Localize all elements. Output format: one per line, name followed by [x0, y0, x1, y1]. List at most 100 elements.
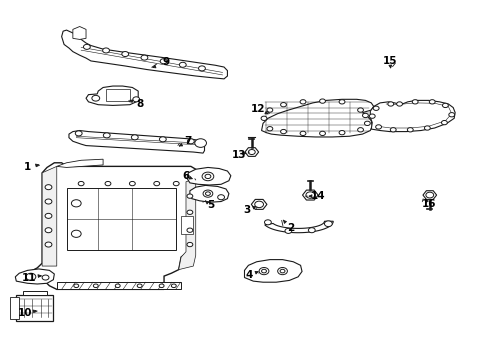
Polygon shape [27, 163, 198, 289]
Circle shape [285, 228, 291, 233]
Circle shape [71, 200, 81, 207]
Circle shape [45, 228, 52, 233]
Circle shape [424, 126, 429, 130]
Circle shape [198, 66, 205, 71]
Circle shape [102, 48, 109, 53]
Polygon shape [244, 148, 258, 156]
Circle shape [186, 228, 192, 232]
Polygon shape [73, 27, 86, 40]
Circle shape [204, 174, 210, 179]
Circle shape [26, 273, 36, 280]
Circle shape [411, 100, 417, 104]
Circle shape [300, 131, 305, 135]
Circle shape [92, 95, 100, 101]
Circle shape [186, 210, 192, 215]
Text: 4: 4 [245, 270, 253, 280]
Circle shape [160, 59, 167, 64]
Text: 11: 11 [21, 273, 36, 283]
Polygon shape [181, 216, 193, 234]
Text: 1: 1 [24, 162, 31, 172]
Polygon shape [244, 260, 302, 282]
Circle shape [305, 192, 314, 198]
Circle shape [338, 131, 344, 135]
Circle shape [319, 99, 325, 103]
Circle shape [448, 113, 454, 117]
Circle shape [45, 199, 52, 204]
Circle shape [308, 228, 315, 233]
Circle shape [83, 44, 90, 49]
Polygon shape [10, 297, 19, 319]
Circle shape [280, 103, 286, 107]
Circle shape [372, 106, 378, 111]
Circle shape [259, 267, 268, 275]
Circle shape [205, 192, 210, 195]
Circle shape [115, 284, 120, 288]
Polygon shape [86, 86, 138, 105]
Circle shape [194, 139, 206, 147]
Text: 14: 14 [310, 191, 325, 201]
Circle shape [254, 201, 263, 208]
Circle shape [425, 192, 433, 198]
Circle shape [187, 139, 194, 144]
Circle shape [129, 181, 135, 186]
Polygon shape [66, 188, 176, 250]
Text: 6: 6 [182, 171, 189, 181]
Polygon shape [15, 269, 54, 284]
Circle shape [442, 103, 447, 108]
Circle shape [441, 121, 447, 125]
Circle shape [186, 242, 192, 247]
Text: 5: 5 [206, 200, 214, 210]
Text: 8: 8 [136, 99, 143, 109]
Circle shape [389, 128, 395, 132]
Circle shape [248, 149, 255, 154]
Circle shape [319, 131, 325, 135]
Circle shape [45, 185, 52, 190]
Text: 7: 7 [184, 136, 192, 146]
Text: 15: 15 [382, 56, 396, 66]
Circle shape [387, 102, 393, 106]
Circle shape [264, 220, 271, 225]
Circle shape [364, 121, 369, 126]
Circle shape [159, 284, 163, 288]
Circle shape [357, 128, 363, 132]
Polygon shape [186, 167, 230, 185]
Circle shape [217, 195, 224, 200]
Polygon shape [369, 100, 454, 132]
Polygon shape [189, 185, 228, 202]
Circle shape [407, 128, 412, 132]
Circle shape [396, 102, 402, 106]
Text: 16: 16 [421, 199, 435, 210]
Text: 13: 13 [231, 150, 245, 160]
Polygon shape [251, 199, 266, 210]
Polygon shape [57, 282, 181, 289]
Text: 12: 12 [250, 104, 265, 114]
Circle shape [122, 51, 128, 57]
Circle shape [75, 131, 82, 136]
Circle shape [159, 137, 166, 142]
Circle shape [71, 230, 81, 237]
Circle shape [42, 275, 49, 280]
Polygon shape [422, 191, 436, 199]
Polygon shape [264, 221, 332, 233]
Circle shape [362, 113, 367, 118]
Circle shape [428, 100, 434, 104]
Circle shape [261, 269, 266, 273]
Circle shape [324, 221, 331, 226]
Circle shape [368, 114, 374, 118]
Circle shape [74, 284, 79, 288]
Text: 2: 2 [286, 224, 294, 233]
Circle shape [203, 190, 212, 197]
Circle shape [261, 116, 266, 121]
Circle shape [93, 284, 98, 288]
Polygon shape [42, 166, 57, 266]
Circle shape [202, 172, 213, 181]
Circle shape [103, 133, 110, 138]
Polygon shape [178, 180, 195, 270]
Text: 10: 10 [18, 309, 32, 318]
Circle shape [338, 100, 344, 104]
Circle shape [280, 130, 286, 134]
Polygon shape [105, 89, 130, 101]
Circle shape [280, 269, 285, 273]
Circle shape [375, 125, 381, 129]
Circle shape [154, 181, 159, 186]
